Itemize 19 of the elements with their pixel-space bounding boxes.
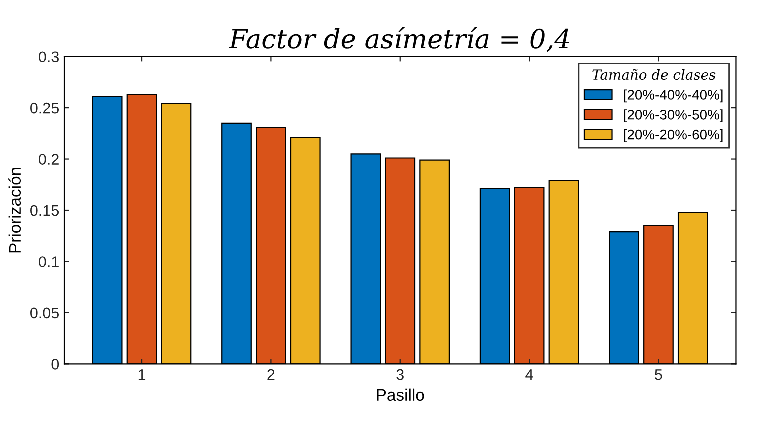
legend-label: [20%-40%-40%] — [624, 90, 723, 103]
legend-label: [20%-30%-50%] — [624, 110, 723, 123]
y-tick-label: 0.2 — [39, 154, 59, 165]
y-tick-label: 0.3 — [39, 52, 59, 63]
y-tick-label: 0.1 — [39, 256, 59, 268]
legend-label: [20%-20%-60%] — [624, 130, 723, 142]
x-tick-label: 1 — [138, 370, 146, 380]
x-tick-label: 5 — [655, 370, 662, 380]
x-axis-title: Pasillo — [377, 388, 424, 402]
x-tick-label: 3 — [396, 369, 404, 380]
x-tick-label: 2 — [268, 369, 275, 380]
y-tick-label: 0.25 — [30, 102, 60, 114]
chart-title: Factor de asímetría = 0,4 — [228, 27, 570, 52]
y-tick-label: 0.15 — [30, 205, 60, 216]
x-tick-label: 4 — [526, 370, 534, 380]
y-tick-label: 0.05 — [30, 308, 60, 319]
y-tick-label: 0 — [52, 359, 60, 370]
y-axis-title: Priorización — [8, 168, 22, 253]
legend-title: Tamaño de clases — [592, 69, 716, 80]
